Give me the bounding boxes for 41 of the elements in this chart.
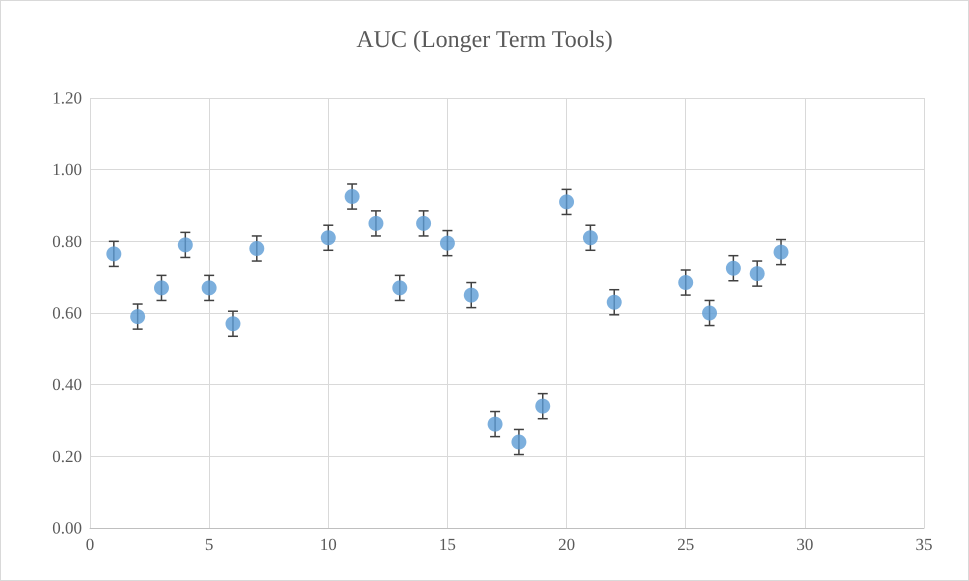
x-tick-label: 20 [558, 535, 576, 554]
chart-title: AUC (Longer Term Tools) [356, 27, 613, 53]
point [702, 306, 718, 320]
point [606, 294, 622, 310]
point [535, 398, 550, 414]
point [368, 216, 384, 231]
point [511, 434, 526, 450]
point [440, 236, 455, 251]
point [344, 189, 360, 204]
point [178, 237, 193, 252]
y-tick-label: 1.20 [52, 88, 82, 108]
y-tick-label: 0.00 [52, 518, 82, 538]
point [225, 316, 240, 332]
point [559, 194, 574, 210]
point [392, 280, 408, 296]
x-tick-label: 0 [86, 535, 94, 554]
point [774, 244, 789, 260]
x-tick-label: 25 [677, 535, 694, 554]
x-tick-label: 30 [796, 535, 814, 554]
point [488, 416, 503, 432]
point [750, 266, 765, 282]
x-tick-label: 5 [204, 535, 214, 554]
x-tick-label: 10 [320, 535, 337, 554]
point [154, 280, 169, 296]
x-tick-label: 35 [916, 535, 932, 554]
point [130, 309, 146, 324]
point [320, 230, 336, 246]
point [464, 288, 479, 303]
point [106, 246, 122, 262]
x-tick-label: 15 [438, 535, 456, 554]
y-tick-label: 0.20 [52, 446, 82, 466]
point [249, 241, 264, 256]
point [678, 275, 694, 290]
y-tick-label: 0.80 [52, 232, 82, 251]
point [202, 280, 217, 296]
point [582, 230, 598, 246]
y-tick-label: 0.40 [52, 375, 82, 394]
y-tick-label: 0.60 [52, 304, 82, 322]
point [726, 260, 741, 276]
y-tick-label: 1.00 [52, 160, 82, 180]
point [416, 216, 432, 231]
